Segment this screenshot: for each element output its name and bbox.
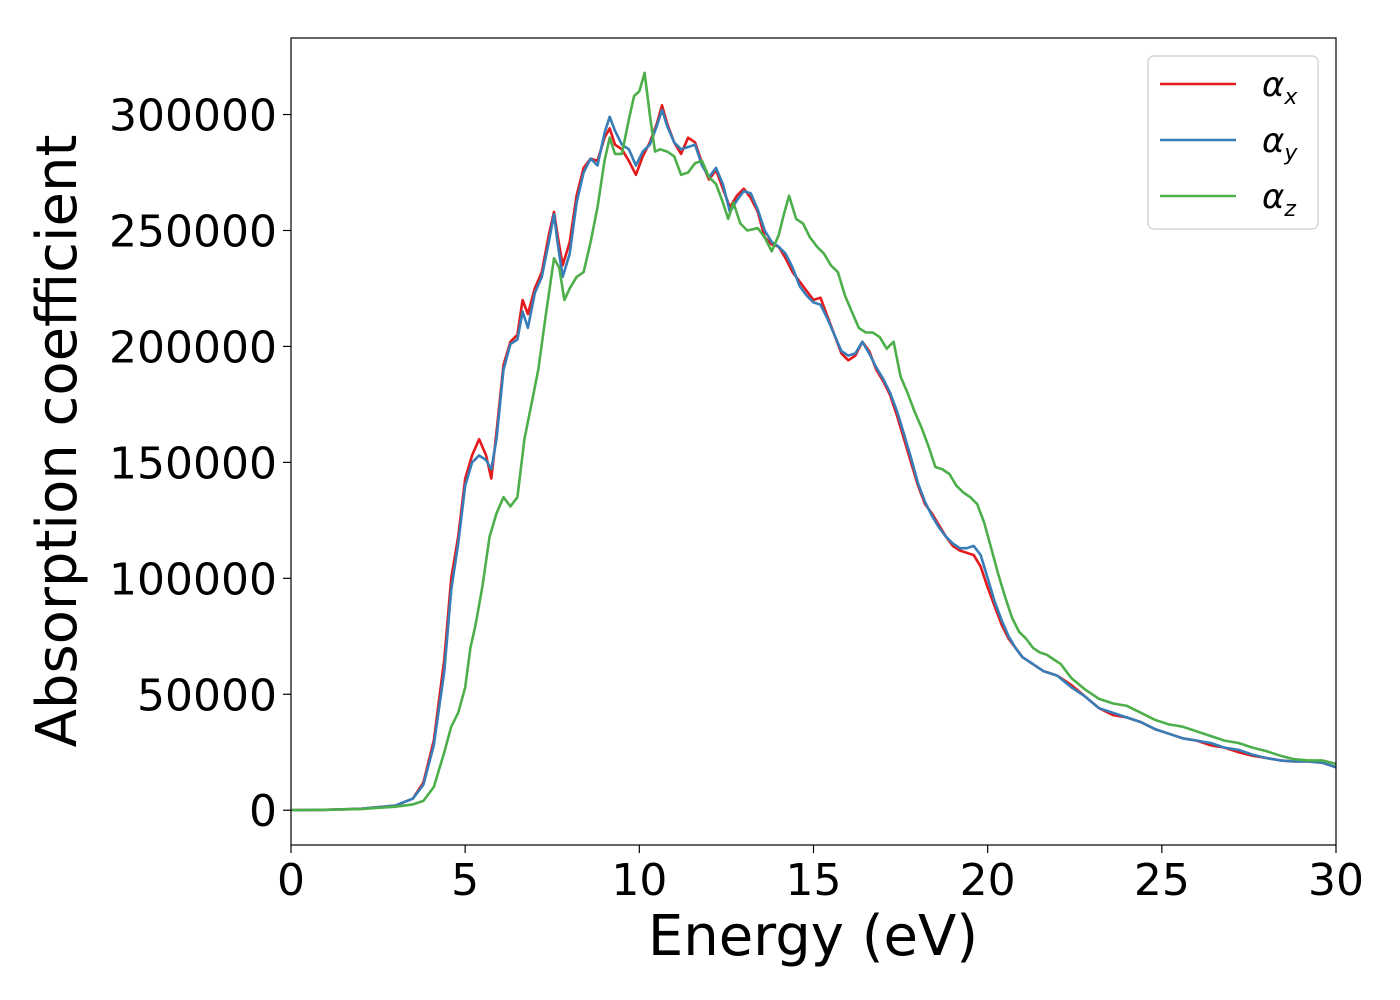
y-axis-label: Absorption coefficient xyxy=(25,135,90,748)
legend-label-y: αy xyxy=(1262,121,1298,166)
legend: αx αy αz xyxy=(1147,55,1319,230)
series-layer xyxy=(291,71,1336,812)
y-axis-ticks: 0 50000 100000 150000 200000 250000 300000 xyxy=(109,91,291,837)
x-axis-ticks: 0 5 10 15 20 25 30 xyxy=(277,845,1364,906)
y-tick-label: 100000 xyxy=(109,554,277,605)
legend-box xyxy=(1147,55,1319,230)
y-tick-label: 250000 xyxy=(109,206,277,257)
y-tick-label: 0 xyxy=(249,786,277,837)
x-tick-label: 25 xyxy=(1134,855,1190,906)
y-tick-label: 200000 xyxy=(109,322,277,373)
x-tick-label: 30 xyxy=(1308,855,1364,906)
x-axis-label: Energy (eV) xyxy=(648,904,978,969)
legend-label-z: αz xyxy=(1262,177,1296,222)
y-tick-label: 50000 xyxy=(137,670,277,721)
y-tick-label: 300000 xyxy=(109,91,277,142)
x-tick-label: 15 xyxy=(786,855,842,906)
x-tick-label: 0 xyxy=(277,855,305,906)
x-tick-label: 20 xyxy=(960,855,1016,906)
series-line-y xyxy=(291,108,1336,812)
y-tick-label: 150000 xyxy=(109,438,277,489)
legend-label-x: αx xyxy=(1262,65,1298,110)
series-line-z xyxy=(291,71,1336,812)
x-tick-label: 5 xyxy=(451,855,479,906)
x-tick-label: 10 xyxy=(611,855,667,906)
